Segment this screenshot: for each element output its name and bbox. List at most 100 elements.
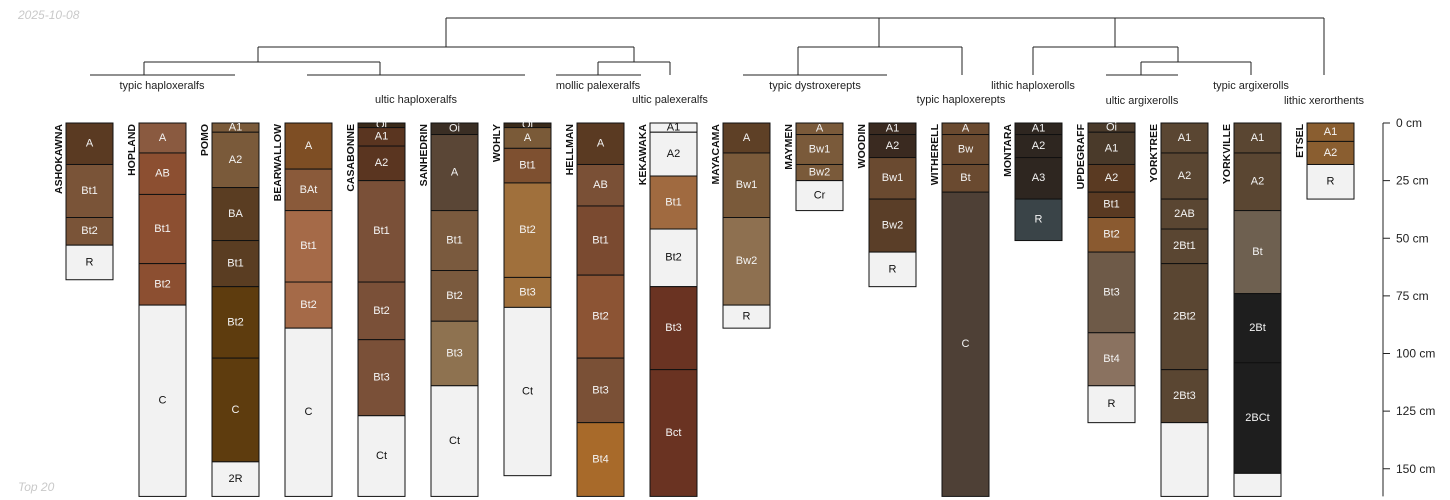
profile-name-label: CASABONNE xyxy=(345,124,357,192)
horizon-label: Oi xyxy=(376,119,387,131)
horizon-kekawaka-a2 xyxy=(649,131,698,177)
depth-tick-label: 0 cm xyxy=(1396,116,1422,130)
horizon-yorktree-2bt3 xyxy=(1160,369,1209,424)
horizon-bearwallow-c xyxy=(284,327,333,497)
profile-name-label: HELLMAN xyxy=(564,124,576,175)
group-label-typic-haploxeralfs: typic haploxeralfs xyxy=(120,80,205,92)
horizon-montara-a3 xyxy=(1014,157,1063,200)
horizon-label: Bw2 xyxy=(882,219,903,231)
horizon-label: A1 xyxy=(1178,132,1191,144)
horizon-label: A xyxy=(743,132,751,144)
profile-hopland: A AB Bt1 Bt2 C HOPLAND xyxy=(126,122,187,497)
horizon-label: R xyxy=(889,263,897,275)
profile-hellman: A AB Bt1 Bt2 Bt3 Bt4 HELLMAN xyxy=(564,122,625,497)
horizon-ashokawna-r xyxy=(65,244,114,281)
group-label-lithic-haploxerolls: lithic haploxerolls xyxy=(991,80,1075,92)
profile-name-label: POMO xyxy=(199,124,211,156)
horizon-yorkville-bt xyxy=(1233,210,1282,295)
horizon-label: Bt xyxy=(1252,246,1262,258)
profile-kekawaka: A1 A2 Bt1 Bt2 Bt3 Bct KEKAWAKA xyxy=(637,122,698,497)
profile-woodin: A1 A2 Bw1 Bw2 R WOODIN xyxy=(856,122,917,288)
horizon-label: A xyxy=(816,123,824,135)
horizon-label: Bw1 xyxy=(736,179,757,191)
profile-name-label: KEKAWAKA xyxy=(637,124,649,186)
horizon-label: Ct xyxy=(449,435,460,447)
profile-name-label: MAYMEN xyxy=(783,124,795,170)
horizon-label: A2 xyxy=(1251,176,1264,188)
horizon-label: Bt2 xyxy=(519,224,536,236)
horizon-updegraff-bt1 xyxy=(1087,191,1136,219)
horizon-label: A2 xyxy=(1032,140,1045,152)
profile-montara: A1 A2 A3 R MONTARA xyxy=(1002,122,1063,242)
horizon-label: Bt1 xyxy=(592,234,609,246)
group-label-mollic-palexeralfs: mollic palexeralfs xyxy=(556,80,641,92)
horizon-maymen-cr xyxy=(795,180,844,212)
horizon-label: A xyxy=(159,132,167,144)
horizon-label: Bt1 xyxy=(446,234,463,246)
profile-witherell: A Bw Bt C WITHERELL xyxy=(929,122,990,497)
horizon-label: A2 xyxy=(375,157,388,169)
taxonomy-group-labels: typic haploxeralfs ultic haploxeralfs moll… xyxy=(120,80,1365,107)
group-label-typic-dystroxerepts: typic dystroxerepts xyxy=(769,80,861,92)
profile-name-label: SANHEDRIN xyxy=(418,124,430,186)
horizon-label: R xyxy=(1327,176,1335,188)
horizon-label: A xyxy=(597,138,605,150)
horizon-mayacama-a xyxy=(722,122,771,154)
group-label-ultic-palexeralfs: ultic palexeralfs xyxy=(632,94,708,106)
profile-name-label: BEARWALLOW xyxy=(272,124,284,201)
horizon-label: 2Bt3 xyxy=(1173,390,1196,402)
depth-tick-label: 125 cm xyxy=(1396,404,1435,418)
profile-name-label: HOPLAND xyxy=(126,124,138,176)
horizon-label: Bt1 xyxy=(1103,199,1120,211)
horizon-yorkville-a2 xyxy=(1233,152,1282,212)
horizon-label: Bw2 xyxy=(736,255,757,267)
profile-name-label: YORKVILLE xyxy=(1221,124,1233,184)
horizon-label: Bt2 xyxy=(81,225,98,237)
horizon-label: Bw1 xyxy=(809,143,830,155)
horizon-yorktree-base xyxy=(1160,422,1209,497)
horizon-label: A xyxy=(524,132,532,144)
horizon-label: A xyxy=(451,166,459,178)
horizon-label: AB xyxy=(593,179,608,191)
horizon-label: C xyxy=(232,404,240,416)
depth-tick-label: 100 cm xyxy=(1396,347,1435,361)
horizon-label: Bt xyxy=(960,172,970,184)
horizon-label: Bt2 xyxy=(373,305,390,317)
date-stamp: 2025-10-08 xyxy=(18,8,80,22)
horizon-label: A1 xyxy=(1032,123,1045,135)
horizon-label: A1 xyxy=(1105,142,1118,154)
horizon-ashokawna-a xyxy=(65,122,114,165)
profile-name-label: MONTARA xyxy=(1002,124,1014,177)
profile-maymen: A Bw1 Bw2 Cr MAYMEN xyxy=(783,122,844,212)
horizon-label: Bct xyxy=(666,427,682,439)
horizon-pomo-a2 xyxy=(211,131,260,189)
horizon-yorkville-a1 xyxy=(1233,122,1282,154)
horizon-label: 2Bt1 xyxy=(1173,240,1196,252)
horizon-maymen-bw1 xyxy=(795,134,844,165)
horizon-label: C xyxy=(962,338,970,350)
horizon-label: A2 xyxy=(667,148,680,160)
horizon-label: Oi xyxy=(449,123,460,135)
profile-updegraff: Oi A1 A2 Bt1 Bt2 Bt3 Bt4 R UPDEGRAFF xyxy=(1075,122,1136,424)
horizon-yorktree-2bt2 xyxy=(1160,263,1209,371)
horizon-kekawaka-bct xyxy=(649,369,698,497)
horizon-witherell-bt xyxy=(941,163,990,193)
horizon-label: Bt1 xyxy=(519,160,536,172)
horizon-pomo-c xyxy=(211,357,260,463)
profile-yorkville: A1 A2 Bt 2Bt 2BCt YORKVILLE xyxy=(1221,122,1282,497)
horizon-label: Bt3 xyxy=(665,322,682,334)
horizon-label: Bt4 xyxy=(1103,353,1120,365)
horizon-label: A1 xyxy=(1251,132,1264,144)
horizon-kekawaka-bt3 xyxy=(649,286,698,371)
horizon-yorktree-a2 xyxy=(1160,152,1209,200)
horizon-witherell-c xyxy=(941,191,990,497)
horizon-label: A1 xyxy=(375,131,388,143)
horizon-yorkville-base xyxy=(1233,472,1282,497)
profile-bearwallow: A BAt Bt1 Bt2 C BEARWALLOW xyxy=(272,122,333,497)
horizon-label: A xyxy=(305,140,313,152)
horizon-updegraff-r xyxy=(1087,385,1136,424)
horizon-label: Oi xyxy=(1106,122,1117,134)
horizon-label: Oi xyxy=(522,119,533,131)
horizon-label: Bt3 xyxy=(592,384,609,396)
